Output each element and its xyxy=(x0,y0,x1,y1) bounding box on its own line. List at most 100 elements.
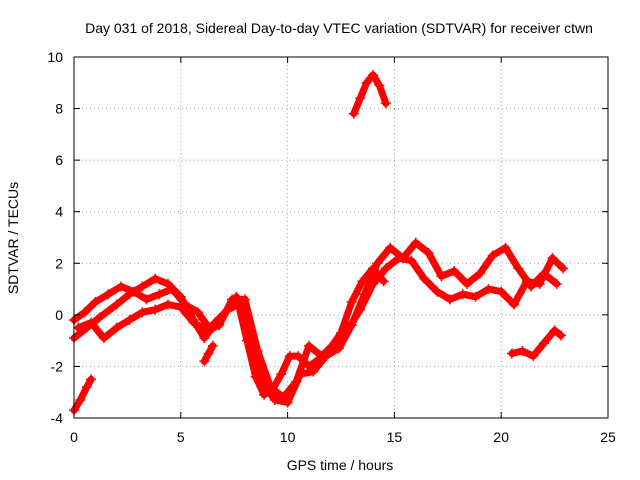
data-point xyxy=(361,77,372,88)
data-point xyxy=(150,273,161,284)
data-point xyxy=(175,302,186,313)
data-point xyxy=(86,374,97,385)
data-point xyxy=(154,289,165,300)
data-point xyxy=(449,266,460,277)
data-point xyxy=(521,276,532,287)
x-tick-label: 25 xyxy=(600,429,616,445)
data-point xyxy=(162,299,173,310)
data-point xyxy=(150,304,161,315)
plot-series xyxy=(69,70,569,416)
data-point xyxy=(444,294,455,305)
y-tick-label: -4 xyxy=(51,410,64,426)
data-point xyxy=(513,263,524,274)
data-point xyxy=(509,299,520,310)
data-point xyxy=(75,394,86,405)
satellite-track-4 xyxy=(70,375,95,414)
satellite-track-5 xyxy=(350,71,390,118)
data-point xyxy=(282,397,293,408)
data-point xyxy=(227,294,238,305)
data-point xyxy=(462,278,473,289)
y-tick-label: 0 xyxy=(55,307,63,323)
data-point xyxy=(278,392,289,403)
data-point xyxy=(374,80,385,91)
data-point xyxy=(423,247,434,258)
data-point xyxy=(500,242,511,253)
data-point xyxy=(474,268,485,279)
data-point xyxy=(188,317,199,328)
y-tick-label: 8 xyxy=(55,101,63,117)
data-point xyxy=(239,294,250,305)
y-tick-label: 6 xyxy=(55,152,63,168)
data-point xyxy=(128,286,139,297)
grid xyxy=(74,57,608,418)
data-point xyxy=(308,366,319,377)
data-point xyxy=(94,312,105,323)
data-point xyxy=(90,296,101,307)
data-point xyxy=(265,382,276,393)
data-point xyxy=(470,291,481,302)
data-point xyxy=(342,325,353,336)
data-point xyxy=(538,338,549,349)
data-point xyxy=(558,263,569,274)
data-point xyxy=(276,369,287,380)
data-point xyxy=(517,345,528,356)
data-point xyxy=(203,348,214,359)
data-point xyxy=(348,108,359,119)
data-point xyxy=(355,93,366,104)
data-point xyxy=(303,340,314,351)
x-tick-label: 5 xyxy=(177,429,185,445)
chart-title: Day 031 of 2018, Sidereal Day-to-day VTE… xyxy=(85,20,593,36)
y-axis-label: SDTVAR / TECUs xyxy=(5,182,21,294)
data-point xyxy=(73,322,84,333)
x-tick-label: 20 xyxy=(493,429,509,445)
x-axis-label: GPS time / hours xyxy=(287,457,394,473)
data-point xyxy=(207,340,218,351)
data-point xyxy=(496,286,507,297)
data-point xyxy=(199,333,210,344)
data-point xyxy=(329,338,340,349)
y-tick-label: 10 xyxy=(47,49,63,65)
data-point xyxy=(556,330,567,341)
data-point xyxy=(111,299,122,310)
data-point xyxy=(551,278,562,289)
data-point xyxy=(355,304,366,315)
data-point xyxy=(115,281,126,292)
y-tick-label: 4 xyxy=(55,204,63,220)
data-point xyxy=(269,394,280,405)
data-point xyxy=(79,307,90,318)
data-point xyxy=(167,284,178,295)
data-point xyxy=(81,382,92,393)
data-point xyxy=(103,289,114,300)
data-point xyxy=(214,320,225,331)
x-tick-label: 10 xyxy=(280,429,296,445)
data-point xyxy=(419,273,430,284)
data-point xyxy=(368,278,379,289)
data-point xyxy=(252,345,263,356)
data-point xyxy=(385,242,396,253)
axes: 0 5 10 15 20 25 -4 -2 0 2 4 6 8 10 xyxy=(47,49,616,445)
data-point xyxy=(372,258,383,269)
data-point xyxy=(192,307,203,318)
data-point xyxy=(457,289,468,300)
data-point xyxy=(111,322,122,333)
data-point xyxy=(137,281,148,292)
data-point xyxy=(333,343,344,354)
data-point xyxy=(137,307,148,318)
data-point xyxy=(368,70,379,81)
data-point xyxy=(86,317,97,328)
data-point xyxy=(410,237,421,248)
data-point xyxy=(380,263,391,274)
data-point xyxy=(316,351,327,362)
data-point xyxy=(506,348,517,359)
data-point xyxy=(483,284,494,295)
data-point xyxy=(124,315,135,326)
data-point xyxy=(284,351,295,362)
data-point xyxy=(436,271,447,282)
data-point xyxy=(393,253,404,264)
data-point xyxy=(406,255,417,266)
y-tick-label: -2 xyxy=(51,358,64,374)
data-point xyxy=(98,333,109,344)
data-point xyxy=(487,250,498,261)
